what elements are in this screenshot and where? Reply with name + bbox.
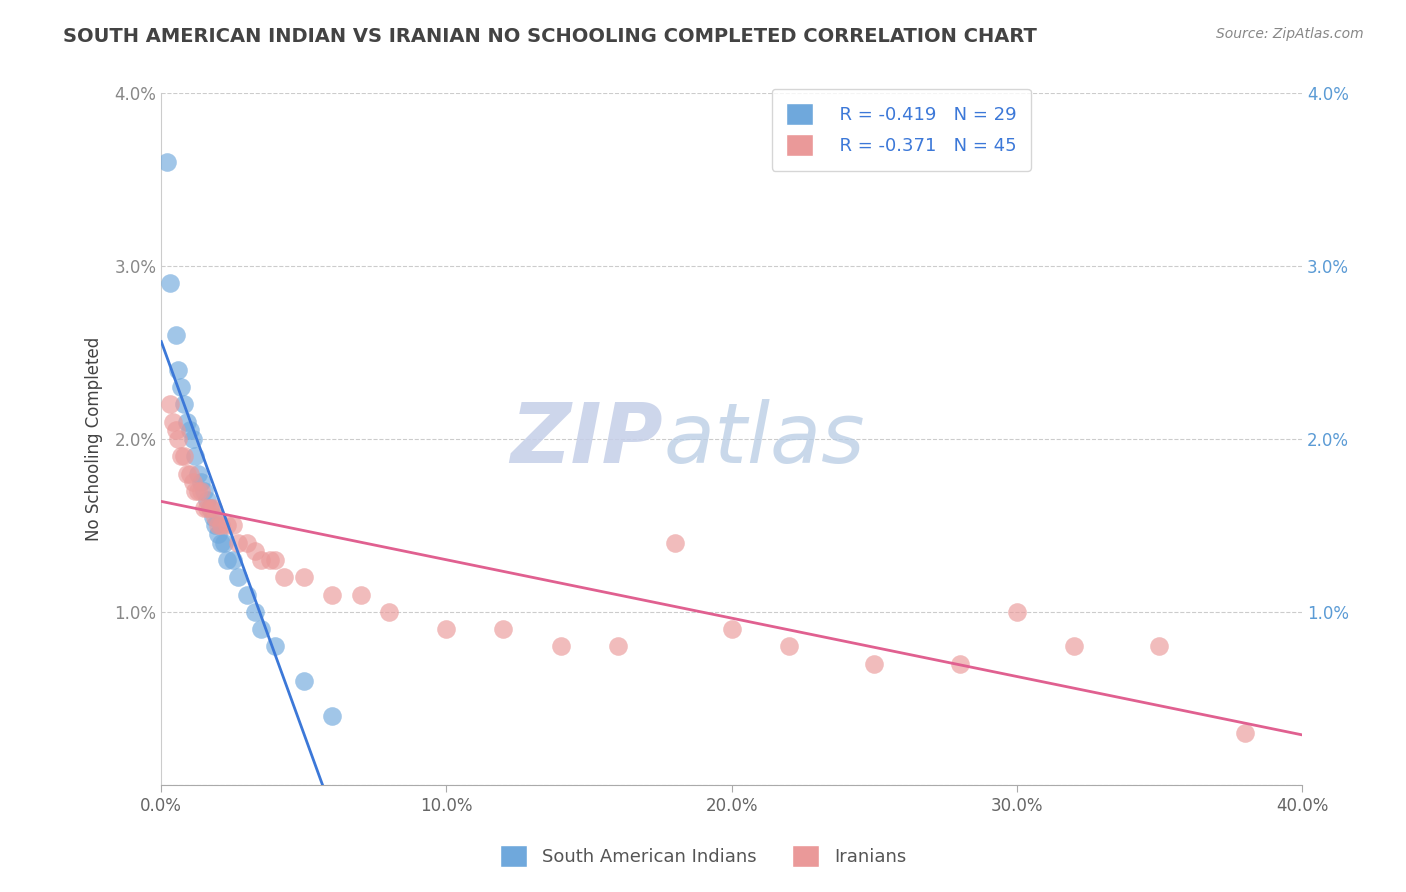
Point <box>193 501 215 516</box>
Point <box>162 415 184 429</box>
Point <box>173 450 195 464</box>
Point <box>165 328 187 343</box>
Point <box>209 518 232 533</box>
Point <box>207 518 229 533</box>
Point <box>198 501 221 516</box>
Point <box>245 605 267 619</box>
Point <box>221 553 243 567</box>
Point <box>264 640 287 654</box>
Point <box>215 553 238 567</box>
Point <box>720 622 742 636</box>
Point <box>204 518 226 533</box>
Point <box>195 501 218 516</box>
Point <box>350 588 373 602</box>
Point <box>1149 640 1171 654</box>
Legend:   R = -0.419   N = 29,   R = -0.371   N = 45: R = -0.419 N = 29, R = -0.371 N = 45 <box>772 88 1031 170</box>
Point <box>236 535 259 549</box>
Point <box>321 588 343 602</box>
Point <box>273 570 295 584</box>
Point <box>226 570 249 584</box>
Point <box>664 535 686 549</box>
Point <box>156 155 179 169</box>
Point <box>215 518 238 533</box>
Point <box>264 553 287 567</box>
Point <box>184 450 207 464</box>
Point <box>193 483 215 498</box>
Point <box>1233 726 1256 740</box>
Point <box>190 483 212 498</box>
Point <box>321 708 343 723</box>
Point <box>201 509 224 524</box>
Point <box>201 501 224 516</box>
Point <box>606 640 628 654</box>
Text: atlas: atlas <box>664 399 865 480</box>
Point <box>250 553 273 567</box>
Point <box>236 588 259 602</box>
Point <box>187 467 209 481</box>
Point <box>207 527 229 541</box>
Point <box>212 535 235 549</box>
Point <box>204 509 226 524</box>
Point <box>179 424 201 438</box>
Point <box>170 380 193 394</box>
Point <box>863 657 886 671</box>
Point <box>159 277 181 291</box>
Point <box>292 674 315 689</box>
Point <box>179 467 201 481</box>
Point <box>187 483 209 498</box>
Legend: South American Indians, Iranians: South American Indians, Iranians <box>492 838 914 874</box>
Point <box>159 397 181 411</box>
Point <box>195 492 218 507</box>
Point <box>1063 640 1085 654</box>
Point <box>209 535 232 549</box>
Point <box>778 640 800 654</box>
Point <box>250 622 273 636</box>
Point <box>949 657 972 671</box>
Point <box>170 450 193 464</box>
Point <box>173 397 195 411</box>
Point <box>226 535 249 549</box>
Point <box>165 424 187 438</box>
Point <box>492 622 515 636</box>
Point <box>190 475 212 490</box>
Point <box>245 544 267 558</box>
Point <box>181 432 204 446</box>
Point <box>176 467 198 481</box>
Point <box>176 415 198 429</box>
Text: SOUTH AMERICAN INDIAN VS IRANIAN NO SCHOOLING COMPLETED CORRELATION CHART: SOUTH AMERICAN INDIAN VS IRANIAN NO SCHO… <box>63 27 1038 45</box>
Point <box>167 432 190 446</box>
Point <box>198 501 221 516</box>
Point <box>550 640 572 654</box>
Y-axis label: No Schooling Completed: No Schooling Completed <box>86 337 103 541</box>
Point <box>1005 605 1028 619</box>
Point <box>181 475 204 490</box>
Point <box>436 622 458 636</box>
Point <box>292 570 315 584</box>
Point <box>221 518 243 533</box>
Point <box>378 605 401 619</box>
Point <box>259 553 281 567</box>
Point <box>184 483 207 498</box>
Point <box>167 363 190 377</box>
Text: ZIP: ZIP <box>510 399 664 480</box>
Text: Source: ZipAtlas.com: Source: ZipAtlas.com <box>1216 27 1364 41</box>
